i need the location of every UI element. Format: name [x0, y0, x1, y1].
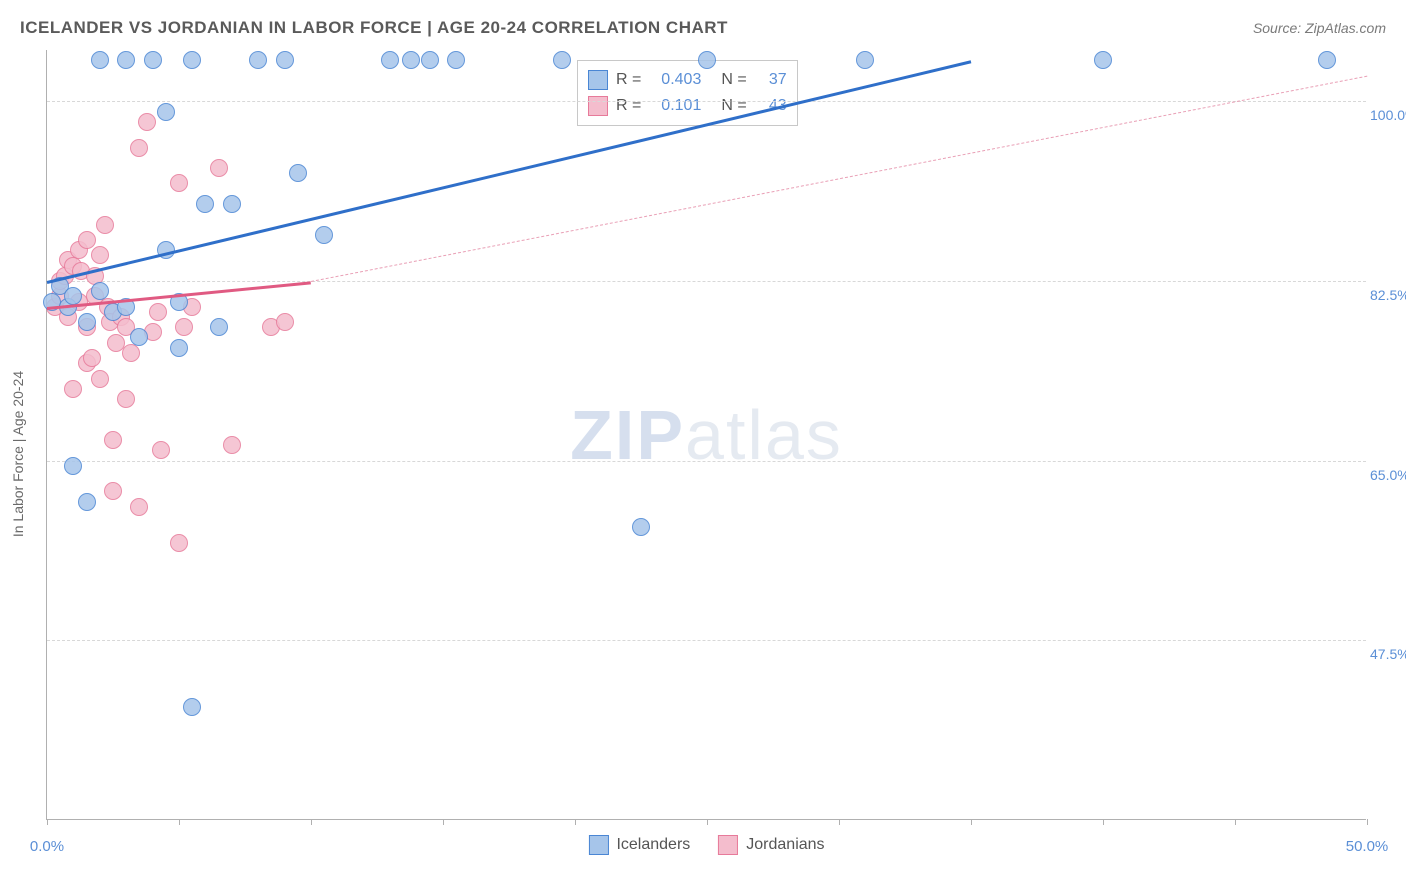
stats-row-icelanders: R = 0.403 N = 37 [588, 67, 787, 93]
plot-area: ZIPatlas R = 0.403 N = 37 R = 0.101 N = … [46, 50, 1366, 820]
scatter-point [856, 51, 874, 69]
trend-line [311, 76, 1367, 282]
scatter-point [223, 195, 241, 213]
scatter-point [91, 51, 109, 69]
ytick-label: 65.0% [1370, 467, 1406, 483]
scatter-point [223, 436, 241, 454]
scatter-point [107, 334, 125, 352]
scatter-point [289, 164, 307, 182]
scatter-point [1094, 51, 1112, 69]
stats-legend: R = 0.403 N = 37 R = 0.101 N = 43 [577, 60, 798, 126]
scatter-point [64, 380, 82, 398]
xtick [443, 819, 444, 825]
scatter-point [104, 482, 122, 500]
scatter-point [170, 534, 188, 552]
scatter-point [447, 51, 465, 69]
scatter-point [78, 493, 96, 511]
bottom-legend: Icelanders Jordanians [588, 835, 824, 855]
legend-item-jordanians: Jordanians [718, 835, 824, 855]
swatch-icelanders [588, 70, 608, 90]
scatter-point [249, 51, 267, 69]
scatter-point [117, 51, 135, 69]
swatch-jordanians [588, 96, 608, 116]
scatter-point [138, 113, 156, 131]
scatter-point [78, 231, 96, 249]
xtick [575, 819, 576, 825]
xtick [971, 819, 972, 825]
scatter-point [152, 441, 170, 459]
scatter-point [122, 344, 140, 362]
scatter-point [96, 216, 114, 234]
xtick [707, 819, 708, 825]
scatter-point [210, 318, 228, 336]
source-attribution: Source: ZipAtlas.com [1253, 20, 1386, 36]
scatter-point [83, 349, 101, 367]
scatter-point [130, 139, 148, 157]
scatter-point [91, 370, 109, 388]
scatter-point [698, 51, 716, 69]
scatter-point [1318, 51, 1336, 69]
xtick [47, 819, 48, 825]
scatter-point [175, 318, 193, 336]
scatter-point [210, 159, 228, 177]
legend-item-icelanders: Icelanders [588, 835, 690, 855]
scatter-point [421, 51, 439, 69]
xtick [839, 819, 840, 825]
scatter-point [91, 282, 109, 300]
swatch-icelanders-icon [588, 835, 608, 855]
watermark: ZIPatlas [570, 395, 843, 475]
xtick-label: 50.0% [1346, 838, 1389, 855]
y-axis-label: In Labor Force | Age 20-24 [10, 371, 26, 537]
xtick [311, 819, 312, 825]
xtick [1235, 819, 1236, 825]
scatter-point [78, 313, 96, 331]
scatter-point [91, 246, 109, 264]
swatch-jordanians-icon [718, 835, 738, 855]
xtick [1103, 819, 1104, 825]
ytick-label: 47.5% [1370, 646, 1406, 662]
scatter-point [130, 328, 148, 346]
scatter-point [183, 51, 201, 69]
gridline [47, 281, 1366, 282]
scatter-point [149, 303, 167, 321]
scatter-point [170, 339, 188, 357]
chart-title: ICELANDER VS JORDANIAN IN LABOR FORCE | … [20, 18, 728, 38]
ytick-label: 100.0% [1370, 107, 1406, 123]
ytick-label: 82.5% [1370, 287, 1406, 303]
scatter-point [64, 457, 82, 475]
scatter-point [64, 287, 82, 305]
scatter-point [196, 195, 214, 213]
stats-row-jordanians: R = 0.101 N = 43 [588, 93, 787, 119]
scatter-point [183, 698, 201, 716]
scatter-point [104, 431, 122, 449]
scatter-point [381, 51, 399, 69]
scatter-point [632, 518, 650, 536]
gridline [47, 461, 1366, 462]
xtick-label: 0.0% [30, 838, 64, 855]
scatter-point [553, 51, 571, 69]
gridline [47, 101, 1366, 102]
scatter-point [117, 390, 135, 408]
scatter-point [157, 103, 175, 121]
xtick [179, 819, 180, 825]
gridline [47, 640, 1366, 641]
xtick [1367, 819, 1368, 825]
scatter-point [130, 498, 148, 516]
scatter-point [276, 51, 294, 69]
scatter-point [402, 51, 420, 69]
scatter-point [276, 313, 294, 331]
trend-line [47, 60, 972, 284]
scatter-point [144, 51, 162, 69]
scatter-point [170, 174, 188, 192]
scatter-point [315, 226, 333, 244]
